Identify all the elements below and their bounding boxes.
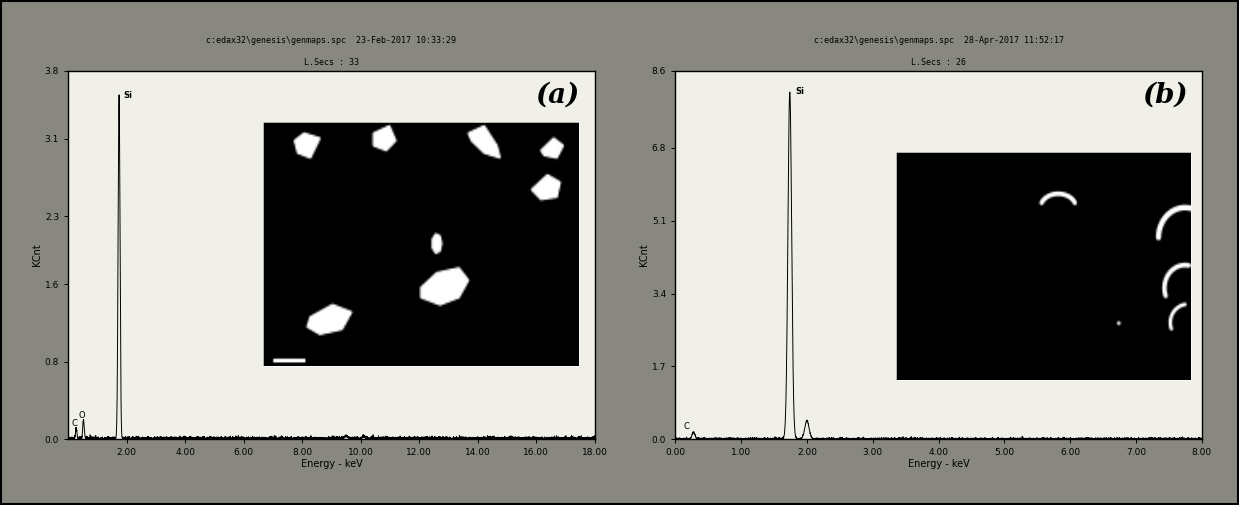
Text: L.Secs : 26: L.Secs : 26 bbox=[911, 58, 966, 67]
Text: (a): (a) bbox=[535, 82, 580, 109]
X-axis label: Energy - keV: Energy - keV bbox=[301, 459, 362, 469]
Text: c:edax32\genesis\genmaps.spc  23-Feb-2017 10:33:29: c:edax32\genesis\genmaps.spc 23-Feb-2017… bbox=[207, 36, 456, 45]
Text: Si: Si bbox=[795, 87, 804, 96]
Text: C: C bbox=[72, 419, 78, 428]
Y-axis label: KCnt: KCnt bbox=[639, 243, 649, 267]
Text: Si: Si bbox=[124, 91, 133, 100]
Text: (b): (b) bbox=[1142, 82, 1188, 109]
Text: O: O bbox=[78, 411, 84, 420]
X-axis label: Energy - keV: Energy - keV bbox=[908, 459, 969, 469]
Text: c:edax32\genesis\genmaps.spc  28-Apr-2017 11:52:17: c:edax32\genesis\genmaps.spc 28-Apr-2017… bbox=[814, 36, 1063, 45]
Text: C: C bbox=[684, 422, 689, 431]
Text: L.Secs : 33: L.Secs : 33 bbox=[304, 58, 359, 67]
Y-axis label: KCnt: KCnt bbox=[32, 243, 42, 267]
